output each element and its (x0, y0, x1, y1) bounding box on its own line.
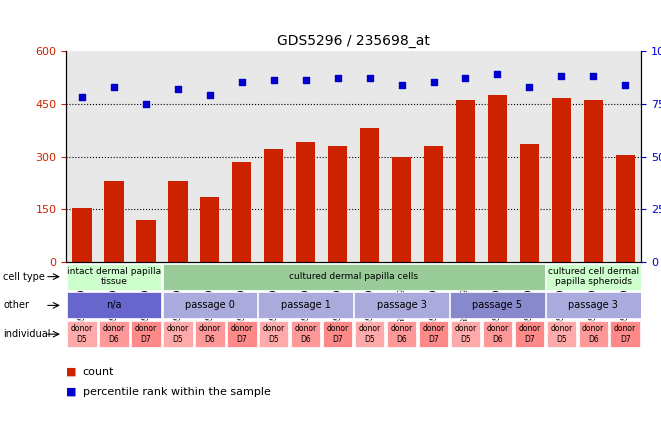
Text: passage 0: passage 0 (185, 300, 235, 310)
Point (396, 81, 407, 88)
Point (492, 71, 502, 77)
Point (300, 77, 311, 84)
Text: ■: ■ (66, 387, 77, 397)
Point (141, 100, 151, 107)
Text: passage 5: passage 5 (473, 300, 522, 310)
FancyBboxPatch shape (163, 292, 257, 319)
Bar (264, 149, 284, 262)
FancyBboxPatch shape (546, 264, 641, 290)
Text: donor
D6: donor D6 (199, 324, 221, 344)
FancyBboxPatch shape (546, 292, 641, 319)
Bar (136, 220, 155, 262)
Point (364, 75, 375, 82)
FancyBboxPatch shape (258, 292, 353, 319)
Bar (232, 162, 251, 262)
FancyBboxPatch shape (163, 321, 192, 347)
Point (77, 94, 87, 101)
FancyBboxPatch shape (99, 321, 129, 347)
Bar (520, 144, 539, 262)
Bar (104, 181, 124, 262)
Bar (360, 128, 379, 262)
Bar (456, 100, 475, 262)
Point (204, 92, 215, 99)
FancyBboxPatch shape (291, 321, 321, 347)
Text: n/a: n/a (106, 300, 122, 310)
FancyBboxPatch shape (163, 264, 545, 290)
Bar (488, 95, 507, 262)
Bar (200, 197, 219, 262)
FancyBboxPatch shape (67, 292, 161, 319)
Text: donor
D6: donor D6 (103, 324, 125, 344)
FancyBboxPatch shape (387, 321, 416, 347)
Text: donor
D5: donor D5 (167, 324, 189, 344)
FancyBboxPatch shape (67, 264, 161, 290)
FancyBboxPatch shape (419, 321, 448, 347)
Point (524, 83, 535, 90)
FancyBboxPatch shape (450, 292, 545, 319)
Point (237, 79, 247, 86)
Bar (424, 146, 443, 262)
FancyBboxPatch shape (483, 321, 512, 347)
Bar (169, 181, 188, 262)
Text: donor
D6: donor D6 (391, 324, 412, 344)
Text: donor
D7: donor D7 (518, 324, 541, 344)
FancyBboxPatch shape (259, 321, 288, 347)
Text: donor
D5: donor D5 (71, 324, 93, 344)
Title: GDS5296 / 235698_at: GDS5296 / 235698_at (277, 34, 430, 48)
Bar (392, 157, 411, 262)
Text: donor
D5: donor D5 (262, 324, 285, 344)
Text: passage 3: passage 3 (568, 300, 618, 310)
Bar (584, 100, 603, 262)
Text: donor
D7: donor D7 (422, 324, 445, 344)
Bar (328, 146, 347, 262)
FancyBboxPatch shape (578, 321, 608, 347)
Text: count: count (83, 367, 114, 377)
Text: donor
D7: donor D7 (614, 324, 637, 344)
Text: cell type: cell type (3, 272, 45, 282)
Point (173, 85, 183, 92)
Text: donor
D6: donor D6 (295, 324, 317, 344)
Point (588, 73, 599, 80)
Point (108, 83, 119, 90)
Bar (73, 208, 92, 262)
FancyBboxPatch shape (195, 321, 225, 347)
Text: intact dermal papilla
tissue: intact dermal papilla tissue (67, 267, 161, 286)
Text: ■: ■ (66, 367, 77, 377)
Point (556, 73, 566, 80)
Bar (615, 155, 635, 262)
FancyBboxPatch shape (227, 321, 256, 347)
Point (460, 75, 471, 82)
FancyBboxPatch shape (354, 292, 449, 319)
Text: donor
D7: donor D7 (135, 324, 157, 344)
Text: percentile rank within the sample: percentile rank within the sample (83, 387, 270, 397)
Text: passage 3: passage 3 (377, 300, 426, 310)
Text: individual: individual (3, 329, 51, 339)
Text: donor
D7: donor D7 (231, 324, 253, 344)
Point (428, 79, 439, 86)
Text: donor
D6: donor D6 (582, 324, 604, 344)
Text: other: other (3, 300, 29, 310)
FancyBboxPatch shape (355, 321, 384, 347)
Text: passage 1: passage 1 (281, 300, 330, 310)
Point (332, 75, 343, 82)
Text: donor
D5: donor D5 (550, 324, 572, 344)
Text: donor
D6: donor D6 (486, 324, 508, 344)
Text: donor
D5: donor D5 (358, 324, 381, 344)
Text: donor
D5: donor D5 (454, 324, 477, 344)
FancyBboxPatch shape (611, 321, 640, 347)
FancyBboxPatch shape (515, 321, 544, 347)
Text: cultured dermal papilla cells: cultured dermal papilla cells (289, 272, 418, 281)
Bar (296, 143, 315, 262)
FancyBboxPatch shape (451, 321, 480, 347)
Bar (552, 99, 571, 262)
FancyBboxPatch shape (547, 321, 576, 347)
FancyBboxPatch shape (67, 321, 97, 347)
Text: cultured cell dermal
papilla spheroids: cultured cell dermal papilla spheroids (548, 267, 639, 286)
FancyBboxPatch shape (132, 321, 161, 347)
Point (268, 77, 279, 84)
Point (620, 81, 631, 88)
Text: donor
D7: donor D7 (327, 324, 349, 344)
FancyBboxPatch shape (323, 321, 352, 347)
